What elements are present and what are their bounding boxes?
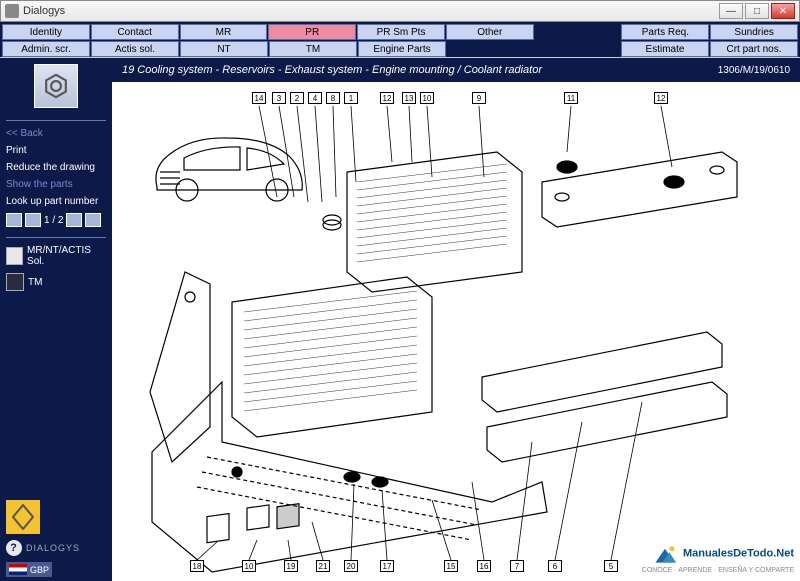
- hex-nut-icon[interactable]: [34, 64, 78, 108]
- parts-diagram: 14 32481 12 13 10 9 11 12 18 10 19 21 20 17 15 16 7 6 5 M…: [112, 82, 800, 581]
- toolbar-row-1: IdentityContactMRPRPR Sm PtsOther Parts R…: [2, 24, 798, 40]
- print-link[interactable]: Print: [6, 142, 106, 159]
- tab-engine-parts[interactable]: Engine Parts: [358, 41, 446, 57]
- callout-2[interactable]: 2: [290, 92, 304, 104]
- callout-16[interactable]: 16: [477, 560, 491, 572]
- tab-identity[interactable]: Identity: [2, 24, 90, 40]
- callout-14[interactable]: 14: [252, 92, 266, 104]
- callout-15[interactable]: 15: [444, 560, 458, 572]
- watermark: ManualesDeTodo.Net CONOCE · APRENDE · EN…: [642, 543, 794, 575]
- tab-admin-scr-[interactable]: Admin. scr.: [2, 41, 90, 57]
- back-link[interactable]: << Back: [6, 125, 106, 142]
- callout-10[interactable]: 10: [420, 92, 434, 104]
- tab-mr[interactable]: MR: [180, 24, 268, 40]
- content-area: 19 Cooling system - Reservoirs - Exhaust…: [112, 58, 800, 581]
- watermark-sub: CONOCE · APRENDE · ENSEÑA Y COMPARTE: [642, 567, 794, 574]
- callout-3[interactable]: 3: [272, 92, 286, 104]
- tab-crt-part-nos-[interactable]: Crt part nos.: [710, 41, 798, 57]
- watermark-icon: [652, 543, 678, 565]
- close-button[interactable]: ✕: [771, 3, 795, 19]
- tab-parts-req-[interactable]: Parts Req.: [621, 24, 709, 40]
- callout-11[interactable]: 11: [564, 92, 578, 104]
- callout-12[interactable]: 12: [380, 92, 394, 104]
- app-icon: [5, 4, 19, 18]
- tab-tm[interactable]: TM: [269, 41, 357, 57]
- doc-icon: [6, 247, 23, 265]
- dialogys-label: DIALOGYS: [26, 543, 80, 553]
- uk-flag-icon: [9, 564, 27, 575]
- callout-18[interactable]: 18: [190, 560, 204, 572]
- tab-estimate[interactable]: Estimate: [621, 41, 709, 57]
- window-title: Dialogys: [23, 5, 719, 17]
- maximize-button[interactable]: □: [745, 3, 769, 19]
- page-next-button[interactable]: [66, 213, 82, 227]
- window-titlebar: Dialogys — □ ✕: [0, 0, 800, 22]
- callout-12[interactable]: 12: [654, 92, 668, 104]
- toolbar-spacer: [535, 24, 621, 40]
- page-first-button[interactable]: [6, 213, 22, 227]
- divider: [6, 120, 106, 121]
- tab-actis-sol-[interactable]: Actis sol.: [91, 41, 179, 57]
- tab-nt[interactable]: NT: [180, 41, 268, 57]
- question-icon: ?: [6, 540, 22, 556]
- callout-13[interactable]: 13: [402, 92, 416, 104]
- reduce-drawing-link[interactable]: Reduce the drawing: [6, 159, 106, 176]
- divider: [6, 237, 106, 238]
- tab-other[interactable]: Other: [446, 24, 534, 40]
- callout-19[interactable]: 19: [284, 560, 298, 572]
- callout-17[interactable]: 17: [380, 560, 394, 572]
- tm-label: TM: [28, 277, 42, 288]
- breadcrumb-code: 1306/M/19/0610: [718, 65, 790, 76]
- sidebar-footer: ? DIALOGYS GBP: [6, 500, 106, 577]
- toolbar-spacer: [447, 41, 533, 57]
- top-toolbar: IdentityContactMRPRPR Sm PtsOther Parts R…: [0, 22, 800, 57]
- page-indicator: 1 / 2: [44, 215, 63, 226]
- tab-pr-sm-pts[interactable]: PR Sm Pts: [357, 24, 445, 40]
- main-area: << Back Print Reduce the drawing Show th…: [0, 58, 800, 581]
- currency-label: GBP: [30, 565, 49, 575]
- callout-7[interactable]: 7: [510, 560, 524, 572]
- callout-10[interactable]: 10: [242, 560, 256, 572]
- callout-8[interactable]: 8: [326, 92, 340, 104]
- callout-20[interactable]: 20: [344, 560, 358, 572]
- callout-4[interactable]: 4: [308, 92, 322, 104]
- sidebar: << Back Print Reduce the drawing Show th…: [0, 58, 112, 581]
- callout-21[interactable]: 21: [316, 560, 330, 572]
- dialogys-logo: ? DIALOGYS: [6, 540, 80, 556]
- tab-sundries[interactable]: Sundries: [710, 24, 798, 40]
- mr-nt-actis-link[interactable]: MR/NT/ACTIS Sol.: [6, 242, 106, 270]
- callout-5[interactable]: 5: [604, 560, 618, 572]
- currency-selector[interactable]: GBP: [6, 562, 52, 577]
- lookup-part-link[interactable]: Look up part number: [6, 193, 106, 210]
- page-last-button[interactable]: [85, 213, 101, 227]
- toolbar-row-2: Admin. scr.Actis sol.NTTMEngine Parts Est…: [2, 41, 798, 57]
- mr-nt-actis-label: MR/NT/ACTIS Sol.: [27, 245, 106, 267]
- tm-icon: [6, 273, 24, 291]
- pager: 1 / 2: [6, 213, 106, 227]
- tab-contact[interactable]: Contact: [91, 24, 179, 40]
- breadcrumb: 19 Cooling system - Reservoirs - Exhaust…: [112, 58, 800, 82]
- breadcrumb-text: 19 Cooling system - Reservoirs - Exhaust…: [122, 64, 542, 76]
- tab-pr[interactable]: PR: [268, 24, 356, 40]
- callout-1[interactable]: 1: [344, 92, 358, 104]
- page-prev-button[interactable]: [25, 213, 41, 227]
- tm-link[interactable]: TM: [6, 270, 106, 294]
- callout-9[interactable]: 9: [472, 92, 486, 104]
- window-controls: — □ ✕: [719, 3, 795, 19]
- watermark-title: ManualesDeTodo.Net: [683, 547, 794, 559]
- diagram-art: [112, 82, 800, 581]
- toolbar-spacer: [534, 41, 620, 57]
- renault-logo: [6, 500, 40, 534]
- minimize-button[interactable]: —: [719, 3, 743, 19]
- show-parts-link[interactable]: Show the parts: [6, 176, 106, 193]
- callout-6[interactable]: 6: [548, 560, 562, 572]
